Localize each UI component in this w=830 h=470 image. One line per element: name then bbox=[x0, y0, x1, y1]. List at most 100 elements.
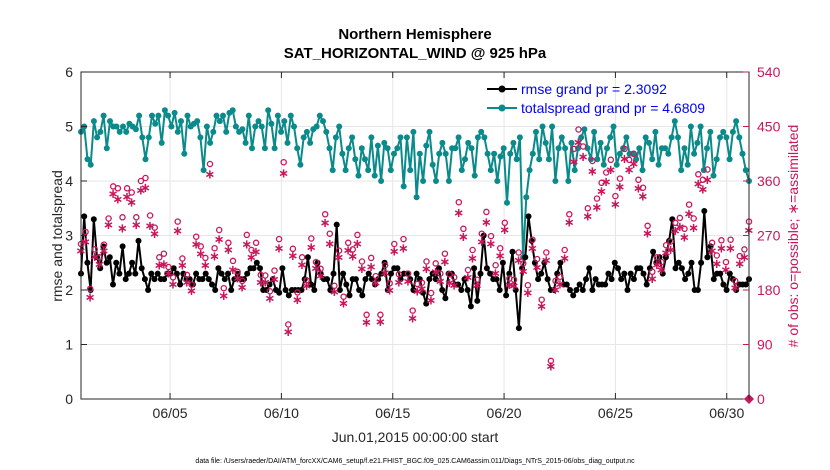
rmse-point bbox=[122, 276, 129, 283]
obs-possible-marker bbox=[681, 225, 688, 233]
obs-assimilated-marker: ∗ bbox=[361, 316, 372, 331]
rmse-point bbox=[244, 270, 251, 277]
obs-possible-marker bbox=[100, 241, 108, 248]
rmse-point bbox=[394, 265, 401, 272]
rmse-point bbox=[426, 276, 433, 283]
rmse-point bbox=[352, 276, 359, 283]
rmse-point bbox=[266, 281, 273, 288]
totalspread-point bbox=[478, 128, 485, 135]
obs-possible-marker bbox=[446, 271, 453, 278]
obs-assimilated-marker: ∗ bbox=[200, 259, 211, 274]
obs-possible-marker bbox=[695, 171, 702, 178]
rmse-point bbox=[234, 270, 241, 277]
obs-assimilated-marker: ∗ bbox=[615, 180, 626, 195]
totalspread-point bbox=[94, 134, 101, 141]
obs-assimilated-marker: ∗ bbox=[278, 167, 289, 182]
totalspread-point bbox=[429, 161, 436, 168]
obs-possible-marker bbox=[473, 276, 481, 283]
rmse-point bbox=[624, 287, 631, 293]
obs-assimilated-marker: ∗ bbox=[702, 173, 713, 188]
left-tick-label: 0 bbox=[65, 391, 73, 407]
totalspread-point bbox=[613, 161, 620, 168]
totalspread-point bbox=[339, 150, 346, 157]
obs-assimilated-marker: ∗ bbox=[122, 190, 133, 205]
obs-possible-marker bbox=[156, 254, 163, 261]
rmse-point bbox=[551, 287, 557, 293]
totalspread-point bbox=[107, 118, 113, 125]
obs-possible-marker bbox=[294, 289, 301, 296]
obs-possible-marker bbox=[225, 239, 232, 247]
obs-possible-marker bbox=[137, 177, 145, 185]
rmse-point bbox=[116, 270, 123, 277]
rmse-point bbox=[225, 270, 231, 277]
totalspread-point bbox=[733, 118, 740, 125]
y-axis-label-right: # of obs: o=possible; ∗=assimilated bbox=[785, 125, 801, 348]
x-tick-label: 06/25 bbox=[598, 405, 633, 421]
obs-possible-marker bbox=[653, 254, 661, 261]
totalspread-point bbox=[468, 145, 475, 152]
obs-assimilated-marker: ∗ bbox=[99, 244, 110, 259]
obs-assimilated-marker: ∗ bbox=[541, 254, 552, 269]
totalspread-point bbox=[97, 128, 104, 135]
obs-assimilated-marker: ∗ bbox=[135, 184, 146, 199]
rmse-point bbox=[733, 287, 740, 293]
obs-assimilated-marker: ∗ bbox=[472, 279, 483, 294]
obs-assimilated-marker: ∗ bbox=[214, 233, 225, 248]
obs-possible-marker bbox=[335, 247, 343, 254]
rmse-point bbox=[215, 265, 222, 272]
totalspread-point bbox=[491, 150, 498, 157]
rmse-point bbox=[436, 265, 442, 272]
totalspread-point bbox=[497, 153, 504, 160]
rmse-point bbox=[477, 270, 484, 277]
totalspread-point bbox=[507, 150, 514, 157]
rmse-point bbox=[362, 276, 369, 283]
obs-possible-marker bbox=[377, 311, 384, 319]
obs-assimilated-marker: ∗ bbox=[619, 152, 630, 167]
totalspread-point bbox=[332, 134, 339, 141]
totalspread-point bbox=[616, 150, 623, 157]
totalspread-point bbox=[320, 118, 326, 125]
obs-possible-marker bbox=[238, 277, 246, 285]
totalspread-point bbox=[374, 142, 381, 149]
obs-possible-marker bbox=[275, 235, 283, 243]
obs-possible-marker bbox=[658, 258, 665, 266]
totalspread-point bbox=[504, 199, 510, 206]
obs-assimilated-marker: ∗ bbox=[112, 193, 123, 208]
obs-possible-marker bbox=[704, 166, 711, 173]
obs-assimilated-marker: ∗ bbox=[186, 284, 197, 299]
obs-assimilated-marker: ∗ bbox=[370, 276, 381, 291]
obs-possible-marker bbox=[280, 158, 287, 166]
obs-assimilated-marker: ∗ bbox=[246, 251, 257, 266]
rmse-point bbox=[512, 287, 519, 293]
totalspread-point bbox=[739, 150, 746, 157]
rmse-point bbox=[698, 259, 705, 266]
totalspread-point bbox=[420, 178, 427, 184]
obs-possible-marker bbox=[409, 307, 416, 314]
totalspread-point bbox=[607, 134, 614, 141]
obs-possible-marker bbox=[708, 239, 716, 247]
rmse-point bbox=[640, 270, 647, 277]
rmse-point bbox=[586, 265, 593, 272]
obs-possible-marker bbox=[262, 272, 269, 279]
obs-possible-marker bbox=[607, 156, 615, 164]
obs-assimilated-marker: ∗ bbox=[582, 210, 593, 225]
rmse-point bbox=[199, 276, 206, 283]
obs-possible-marker bbox=[146, 212, 154, 219]
obs-assimilated-marker: ∗ bbox=[638, 190, 649, 205]
obs-assimilated-marker: ∗ bbox=[467, 251, 478, 266]
obs-assimilated-marker: ∗ bbox=[509, 279, 520, 294]
obs-assimilated-marker: ∗ bbox=[716, 242, 727, 257]
rmse-point bbox=[231, 276, 238, 283]
totalspread-point bbox=[707, 128, 714, 135]
obs-assimilated-marker: ∗ bbox=[624, 163, 635, 178]
rmse-point bbox=[269, 276, 276, 283]
totalspread-point bbox=[381, 139, 388, 146]
obs-assimilated-marker: ∗ bbox=[527, 242, 538, 257]
totalspread-point bbox=[652, 128, 659, 135]
totalspread-point bbox=[123, 128, 130, 135]
totalspread-point bbox=[252, 123, 259, 130]
totalspread-point bbox=[536, 156, 543, 163]
rmse-point bbox=[557, 259, 564, 266]
obs-assimilated-marker: ∗ bbox=[559, 251, 570, 266]
totalspread-point bbox=[178, 118, 184, 125]
